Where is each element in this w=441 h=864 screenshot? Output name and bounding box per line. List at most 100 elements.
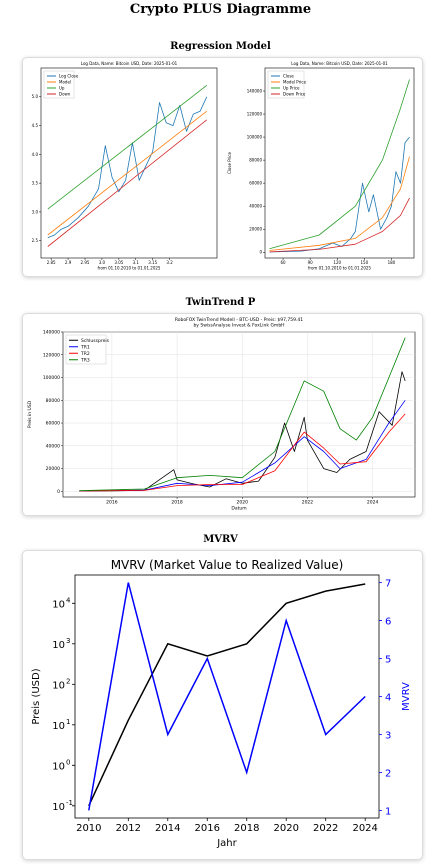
x-tick-label: 3.1 xyxy=(133,260,140,265)
x-tick-label: 2016 xyxy=(106,500,118,506)
x-tick-label: 3.2 xyxy=(166,260,173,265)
x-tick-label: 2022 xyxy=(313,823,338,834)
y-tick-label: 100000 xyxy=(247,134,263,139)
legend-label-model: Model xyxy=(59,79,71,84)
y-tick-label: 3.5 xyxy=(32,181,39,186)
chart-title: RoboFOX TwinTrend Modell - BTC-USD - Pre… xyxy=(175,317,303,323)
series-line-up-price xyxy=(269,79,410,250)
y2-tick-label: 7 xyxy=(385,579,391,590)
y-tick-label: 80000 xyxy=(249,158,262,163)
y-tick-label: 120000 xyxy=(247,111,263,116)
y2-tick-label: 5 xyxy=(385,655,391,666)
legend-label-schlusspreis: Schlusspreis xyxy=(81,338,110,344)
x-tick-label: 2020 xyxy=(237,500,249,506)
legend-label-tr3: TR3 xyxy=(80,357,90,363)
y2-axis-label: MVRV xyxy=(401,682,412,711)
chart-title: MVRV (Market Value to Realized Value) xyxy=(111,558,344,572)
legend-label-model-price: Model Price xyxy=(283,79,307,84)
series-line-down-price xyxy=(269,197,410,253)
y-tick-label: 5.0 xyxy=(32,94,39,99)
series-line-close xyxy=(269,136,410,253)
y-tick-exponent: 3 xyxy=(66,637,70,645)
y-tick-label: 140000 xyxy=(43,330,60,336)
y2-tick-label: 1 xyxy=(385,806,391,817)
twintrend-chart: RoboFOX TwinTrend Modell - BTC-USD - Pre… xyxy=(27,317,416,511)
y-tick-exponent: -1 xyxy=(66,799,73,807)
plot-area xyxy=(62,331,416,498)
x-tick-label: 90 xyxy=(308,260,314,265)
x-tick-label: 2024 xyxy=(352,823,377,834)
y-tick-label: 0 xyxy=(259,250,262,255)
y-tick-label: 3.0 xyxy=(32,209,39,214)
series-line-down xyxy=(47,119,208,247)
x-tick-label: 2018 xyxy=(234,823,259,834)
y-tick-label: 20000 xyxy=(46,466,60,472)
y-tick-label: 100000 xyxy=(43,375,60,381)
legend-label-tr1: TR1 xyxy=(80,344,90,350)
chart-title: Log Data, Name: Bitcoin USD, Date: 2025-… xyxy=(81,61,178,66)
y-tick-label: 10 xyxy=(52,721,65,732)
y-axis-label: Preis in USD xyxy=(27,400,33,428)
y-tick-label: 10 xyxy=(52,599,65,610)
legend-label-down-price: Down Price xyxy=(283,91,306,96)
chart-title: Log Data, Name: Bitcoin USD, Date: 2025-… xyxy=(291,61,388,66)
y-tick-exponent: 4 xyxy=(66,596,71,604)
y-tick-label: 10 xyxy=(52,802,65,813)
y-tick-label: 10 xyxy=(52,761,65,772)
x-tick-label: 3.0 xyxy=(99,260,106,265)
x-tick-label: 2024 xyxy=(367,500,379,506)
x-tick-label: 2020 xyxy=(273,823,298,834)
y-axis-label: Close Price xyxy=(227,152,232,174)
x-tick-label: 2018 xyxy=(171,500,183,506)
x-tick-label: 3.05 xyxy=(114,260,123,265)
legend-label-tr2: TR2 xyxy=(80,351,90,357)
y-axis-label: Preis (USD) xyxy=(31,668,42,724)
series-line-model-price xyxy=(269,156,410,251)
x-axis-label: from 01.10.2010 to 01.01.2025 xyxy=(98,265,161,270)
x-tick-label: 2012 xyxy=(116,823,141,834)
series-line-tr2 xyxy=(79,413,406,492)
y-tick-label: 10 xyxy=(52,680,65,691)
x-tick-label: 60 xyxy=(281,260,287,265)
x-axis-label: Jahr xyxy=(216,838,237,849)
x-tick-label: 120 xyxy=(333,260,341,265)
y-tick-label: 80000 xyxy=(46,398,60,404)
mvrv-card: MVRV (Market Value to Realized Value) 201… xyxy=(22,550,423,860)
section-title-twintrend: TwinTrend P xyxy=(185,297,256,308)
y2-tick-label: 4 xyxy=(385,693,391,704)
x-tick-label: 2016 xyxy=(195,823,220,834)
legend-label-close: Close xyxy=(283,73,294,78)
x-tick-label: 150 xyxy=(361,260,369,265)
y-tick-label: 40000 xyxy=(46,443,60,449)
series-line-tr3 xyxy=(79,337,406,492)
y-tick-label: 2.5 xyxy=(32,238,39,243)
y-tick-label: 140000 xyxy=(247,88,263,93)
y-tick-exponent: 2 xyxy=(66,677,70,685)
series-line-mvrv xyxy=(88,582,366,811)
legend-label-up: Up xyxy=(59,85,65,90)
page-title: Crypto PLUS Diagramme xyxy=(129,2,312,17)
x-tick-label: 3.15 xyxy=(148,260,157,265)
y-tick-exponent: 0 xyxy=(66,758,70,766)
x-tick-label: 2022 xyxy=(302,500,314,506)
y-tick-label: 10 xyxy=(52,640,65,651)
regression-right-chart: Log Data, Name: Bitcoin USD, Date: 2025-… xyxy=(227,61,415,270)
twintrend-card: RoboFOX TwinTrend Modell - BTC-USD - Pre… xyxy=(22,313,423,516)
regression-card: Log Data, Name: Bitcoin USD, Date: 2025-… xyxy=(22,57,423,277)
x-tick-label: 2.95 xyxy=(81,260,90,265)
legend-label-up-price: Up Price xyxy=(283,85,300,90)
y-tick-label: 120000 xyxy=(43,352,60,358)
series-line-price xyxy=(88,583,366,807)
x-tick-label: 2.85 xyxy=(47,260,56,265)
legend-label-log-close: Log Close xyxy=(59,73,79,78)
y-tick-label: 4.0 xyxy=(32,152,39,157)
series-line-model xyxy=(47,110,208,236)
x-tick-label: 2010 xyxy=(76,823,101,834)
section-title-regression: Regression Model xyxy=(170,41,271,52)
y2-tick-label: 2 xyxy=(385,768,391,779)
series-line-tr1 xyxy=(79,400,406,492)
section-title-mvrv: MVRV xyxy=(203,534,238,545)
plot-area xyxy=(74,574,380,819)
series-line-up xyxy=(47,84,208,210)
x-axis-label: Datum xyxy=(231,505,246,511)
